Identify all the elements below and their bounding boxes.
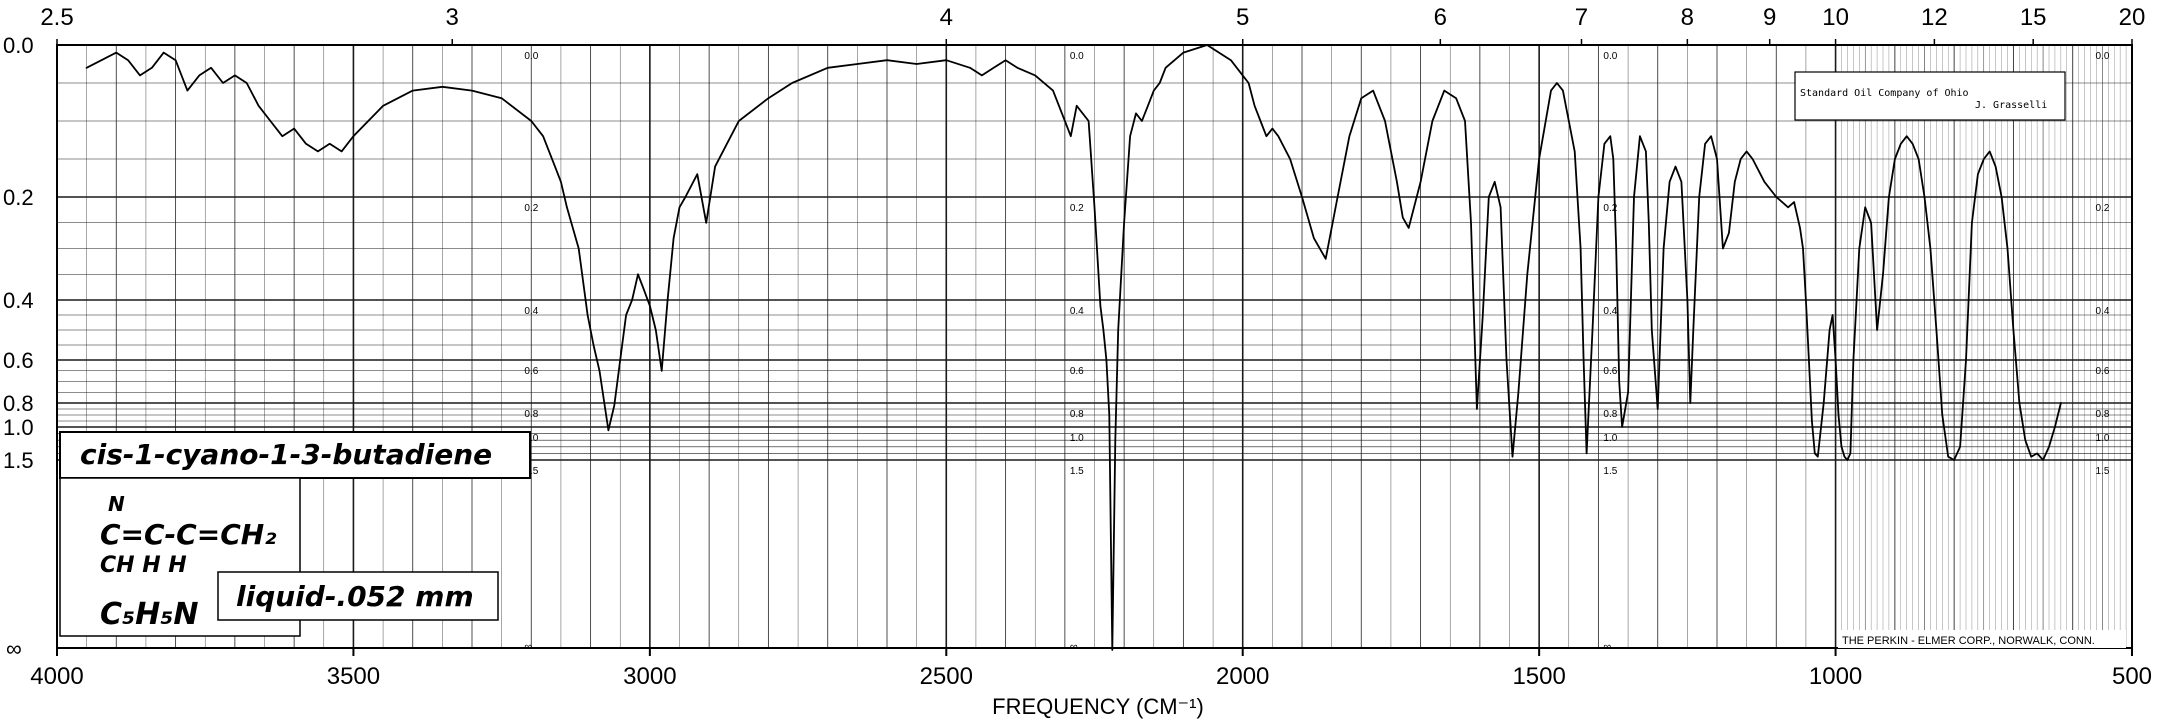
x-tick-label: 4000 — [30, 663, 83, 690]
inner-scale-infinity: ∞ — [524, 641, 532, 653]
formula-top: N — [108, 492, 125, 516]
tick-labels: 4000 3500 3000 2500 2000 1500 1000 500 2.5 3 4 5 6 7 8… — [3, 4, 2152, 690]
y-infinity-label: ∞ — [6, 636, 22, 661]
manufacturer-label: THE PERKIN - ELMER CORP., NORWALK, CONN. — [1838, 630, 2126, 648]
compound-name: cis-1-cyano-1-3-butadiene — [80, 438, 492, 471]
structural-formula-sub: CH H H — [100, 553, 187, 578]
sample-description: liquid-.052 mm — [236, 580, 474, 613]
x-tick-label: 3500 — [327, 663, 380, 690]
spectrum-trace — [85, 44, 2062, 651]
inner-scale-labels: 0.0 0.2 0.4 0.6 0.8 1.0 1.5 ∞ 0.0 0.2 0.4 0.6 0.8 1.0… — [524, 51, 2109, 653]
inner-scale-label: 0.4 — [1603, 306, 1617, 317]
inner-scale-label: 0.2 — [2096, 203, 2110, 214]
source-line-2: J. Grasselli — [1975, 100, 2047, 111]
inner-scale-label: 1.5 — [524, 466, 538, 477]
inner-scale-label: 0.8 — [1603, 409, 1617, 420]
inner-scale-label: 0.4 — [524, 306, 538, 317]
wavelength-tick-label: 5 — [1236, 4, 1249, 31]
wavelength-tick-label: 7 — [1575, 4, 1588, 31]
x-tick-label: 2500 — [920, 663, 973, 690]
inner-scale-label: 1.0 — [524, 433, 538, 444]
inner-scale-label: 0.6 — [1603, 366, 1617, 377]
source-line-1: Standard Oil Company of Ohio — [1800, 88, 1969, 99]
inner-scale-label: 0.0 — [1070, 51, 1084, 62]
compound-name-box: cis-1-cyano-1-3-butadiene — [59, 431, 531, 479]
x-tick-label: 3000 — [623, 663, 676, 690]
inner-scale-label: 0.8 — [2096, 409, 2110, 420]
inner-scale-label: 0.4 — [2096, 306, 2110, 317]
x-tick-label: 1500 — [1512, 663, 1565, 690]
inner-scale-label: 0.6 — [2096, 366, 2110, 377]
y-tick-label: 0.2 — [3, 185, 34, 210]
inner-scale-infinity: ∞ — [1603, 641, 1611, 653]
inner-scale-label: 1.0 — [1603, 433, 1617, 444]
x-tick-label: 500 — [2112, 663, 2152, 690]
inner-scale-label: 0.2 — [1603, 203, 1617, 214]
spectrum-trace-group — [85, 44, 2062, 651]
inner-scale-label: 0.6 — [524, 366, 538, 377]
inner-scale-label: 0.8 — [1070, 409, 1084, 420]
inner-scale-label: 1.5 — [2096, 466, 2110, 477]
wavelength-tick-label: 6 — [1434, 4, 1447, 31]
inner-scale-label: 0.8 — [524, 409, 538, 420]
wavelength-tick-label: 20 — [2119, 4, 2146, 31]
inner-scale-label: 0.6 — [1070, 366, 1084, 377]
molecular-formula: C₅H₅N — [100, 597, 199, 632]
wavelength-tick-label: 12 — [1921, 4, 1948, 31]
inner-scale-label: 0.4 — [1070, 306, 1084, 317]
y-tick-label: 0.4 — [3, 288, 34, 313]
inner-scale-label: 1.5 — [1070, 466, 1084, 477]
y-tick-label: 0.0 — [3, 33, 34, 58]
wavelength-tick-label: 8 — [1681, 4, 1694, 31]
x-tick-label: 2000 — [1216, 663, 1269, 690]
inner-scale-label: 0.2 — [524, 203, 538, 214]
inner-scale-infinity: ∞ — [1070, 641, 1078, 653]
inner-scale-label: 0.0 — [524, 51, 538, 62]
structural-formula: C=C-C=CH₂ — [100, 518, 277, 551]
inner-scale-label: 1.0 — [1070, 433, 1084, 444]
y-tick-label: 0.6 — [3, 348, 34, 373]
wavelength-tick-label: 9 — [1763, 4, 1776, 31]
wavelength-tick-label: 15 — [2020, 4, 2047, 31]
inner-scale-label: 0.0 — [2096, 51, 2110, 62]
sample-box: liquid-.052 mm — [217, 571, 499, 621]
plot-frame — [56, 44, 2133, 649]
y-tick-label: 1.5 — [3, 448, 34, 473]
x-tick-label: 1000 — [1809, 663, 1862, 690]
inner-scale-label: 1.0 — [2096, 433, 2110, 444]
wavelength-tick-label: 4 — [940, 4, 953, 31]
inner-scale-label: 1.5 — [1603, 466, 1617, 477]
y-tick-label: 0.8 — [3, 391, 34, 416]
grid-layer — [56, 44, 2133, 648]
inner-scale-label: 0.0 — [1603, 51, 1617, 62]
x-axis-title: FREQUENCY (CM⁻¹) — [992, 694, 1204, 719]
source-label: Standard Oil Company of Ohio J. Grassell… — [1794, 71, 2066, 121]
structure-box: N C=C-C=CH₂ CH H H C₅H₅N — [59, 477, 301, 637]
inner-scale-label: 0.2 — [1070, 203, 1084, 214]
y-tick-label: 1.0 — [3, 415, 34, 440]
wavelength-tick-label: 2.5 — [40, 4, 73, 31]
plot-border — [56, 44, 2133, 649]
wavelength-tick-label: 3 — [446, 4, 459, 31]
wavelength-tick-label: 10 — [1822, 4, 1849, 31]
manufacturer: THE PERKIN - ELMER CORP., NORWALK, CONN. — [1842, 635, 2095, 647]
